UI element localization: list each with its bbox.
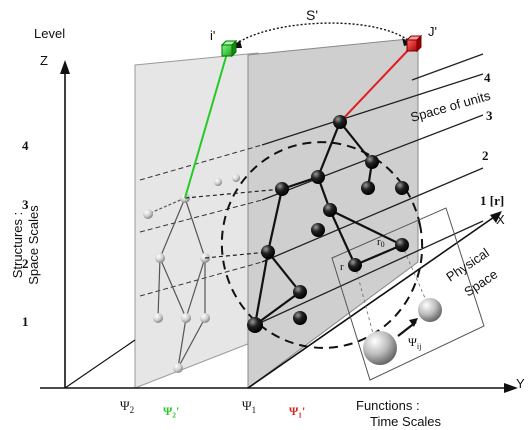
level-1-r-label: 1 [r] <box>480 193 504 208</box>
projection-lines <box>354 244 429 346</box>
cube-i-prime <box>220 39 238 58</box>
axis-base-line <box>64 339 136 389</box>
green-link <box>184 49 229 199</box>
s-prime-arc <box>235 22 409 45</box>
functions-label: Functions : <box>356 398 420 413</box>
right-level-numbers: 2 3 4 <box>482 70 493 163</box>
j-prime-label: J' <box>428 24 437 39</box>
psi2-prime-label: Ψ₂' <box>163 404 179 418</box>
i-prime-label: i' <box>210 28 215 43</box>
cube-j-prime <box>405 34 423 53</box>
dashed-ellipse <box>220 141 424 349</box>
space-scales-label: Space Scales <box>26 205 41 285</box>
physical-space-plane <box>331 207 485 381</box>
x-axis-label: X <box>496 212 505 227</box>
physical-sphere-small <box>418 298 442 322</box>
left-level-3: 3 <box>22 197 29 212</box>
structures-label-group: Structures : <box>10 212 25 278</box>
x-axis-arrow <box>490 211 502 223</box>
physical-sphere-large <box>363 331 397 365</box>
y-axis-label: Y <box>516 376 525 391</box>
right-level-3: 3 <box>486 108 493 123</box>
z-axis-arrow <box>60 60 70 74</box>
panel-psi2 <box>134 52 259 389</box>
cross-links <box>184 188 283 259</box>
red-link <box>339 44 414 123</box>
r-label: r <box>340 261 344 273</box>
psi-ij-label: Ψij <box>408 335 421 351</box>
left-level-1: 1 <box>22 314 29 329</box>
x-axis <box>247 214 498 389</box>
psi1-label: Ψ1 <box>242 398 256 415</box>
front-tree-nodes <box>247 115 409 333</box>
left-level-numbers: 1 2 3 4 <box>22 138 29 329</box>
psi-ij-arrowhead <box>409 318 418 327</box>
back-level-lines <box>139 144 263 297</box>
level-label: Level <box>34 26 65 41</box>
s-prime-label: S' <box>306 7 318 23</box>
right-level-4: 4 <box>484 70 491 85</box>
z-axis-label: Z <box>40 53 48 68</box>
r0-label: r0 <box>377 236 385 249</box>
right-level-2: 2 <box>482 148 489 163</box>
structures-label: Structures : <box>10 212 25 278</box>
time-scales-label: Time Scales <box>370 414 442 429</box>
left-level-4: 4 <box>22 138 29 153</box>
space-scales-label-group: Space Scales <box>26 205 41 285</box>
front-tree-edges <box>253 121 403 326</box>
psi1-prime-label: Ψ₁' <box>289 404 305 418</box>
left-level-2: 2 <box>22 256 29 271</box>
y-axis-arrow <box>504 383 518 393</box>
back-tree-edges <box>147 197 206 369</box>
psi2-label: Ψ2 <box>120 398 134 415</box>
